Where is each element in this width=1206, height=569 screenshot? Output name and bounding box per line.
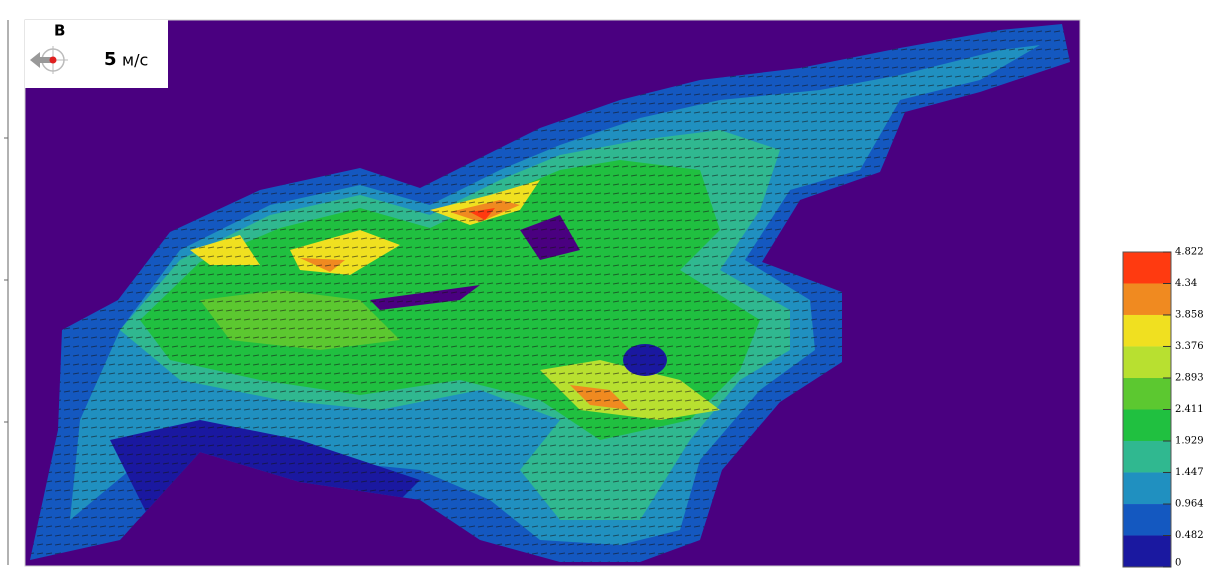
- colorbar-label: 3.858: [1175, 309, 1204, 320]
- colorbar-label: 0.964: [1175, 499, 1204, 510]
- colorbar-label: 1.929: [1175, 435, 1204, 446]
- colorbar-label: 2.411: [1175, 404, 1204, 415]
- page: В 5 м/с 4.822 4.34 3.858 3.376 2.893 2.411 1.9…: [0, 0, 1206, 569]
- colorbar-band: [1123, 252, 1171, 283]
- compass-direction: В: [54, 22, 65, 40]
- colorbar-band: [1123, 283, 1171, 314]
- wind-speed: 5: [104, 49, 117, 70]
- map-view: В 5 м/с 4.822 4.34 3.858 3.376 2.893 2.411 1.9…: [0, 0, 1206, 569]
- colorbar-label: 0: [1175, 558, 1181, 569]
- colorbar-band: [1123, 472, 1171, 504]
- colorbar-band: [1123, 410, 1171, 441]
- colorbar-band: [1123, 441, 1171, 472]
- colorbar-band: [1123, 536, 1171, 567]
- colorbar: 4.822 4.34 3.858 3.376 2.893 2.411 1.929 1.447 0…: [1123, 247, 1204, 569]
- wind-unit: м/с: [122, 51, 148, 70]
- colorbar-label: 4.34: [1175, 278, 1197, 289]
- colorbar-band: [1123, 378, 1171, 409]
- colorbar-band: [1123, 504, 1171, 535]
- colorbar-label: 3.376: [1175, 341, 1204, 352]
- colorbar-label: 0.482: [1175, 530, 1204, 541]
- colorbar-band: [1123, 346, 1171, 378]
- colorbar-label: 1.447: [1175, 467, 1204, 478]
- colorbar-label: 4.822: [1175, 247, 1204, 258]
- colorbar-band: [1123, 315, 1171, 346]
- colorbar-label: 2.893: [1175, 373, 1204, 384]
